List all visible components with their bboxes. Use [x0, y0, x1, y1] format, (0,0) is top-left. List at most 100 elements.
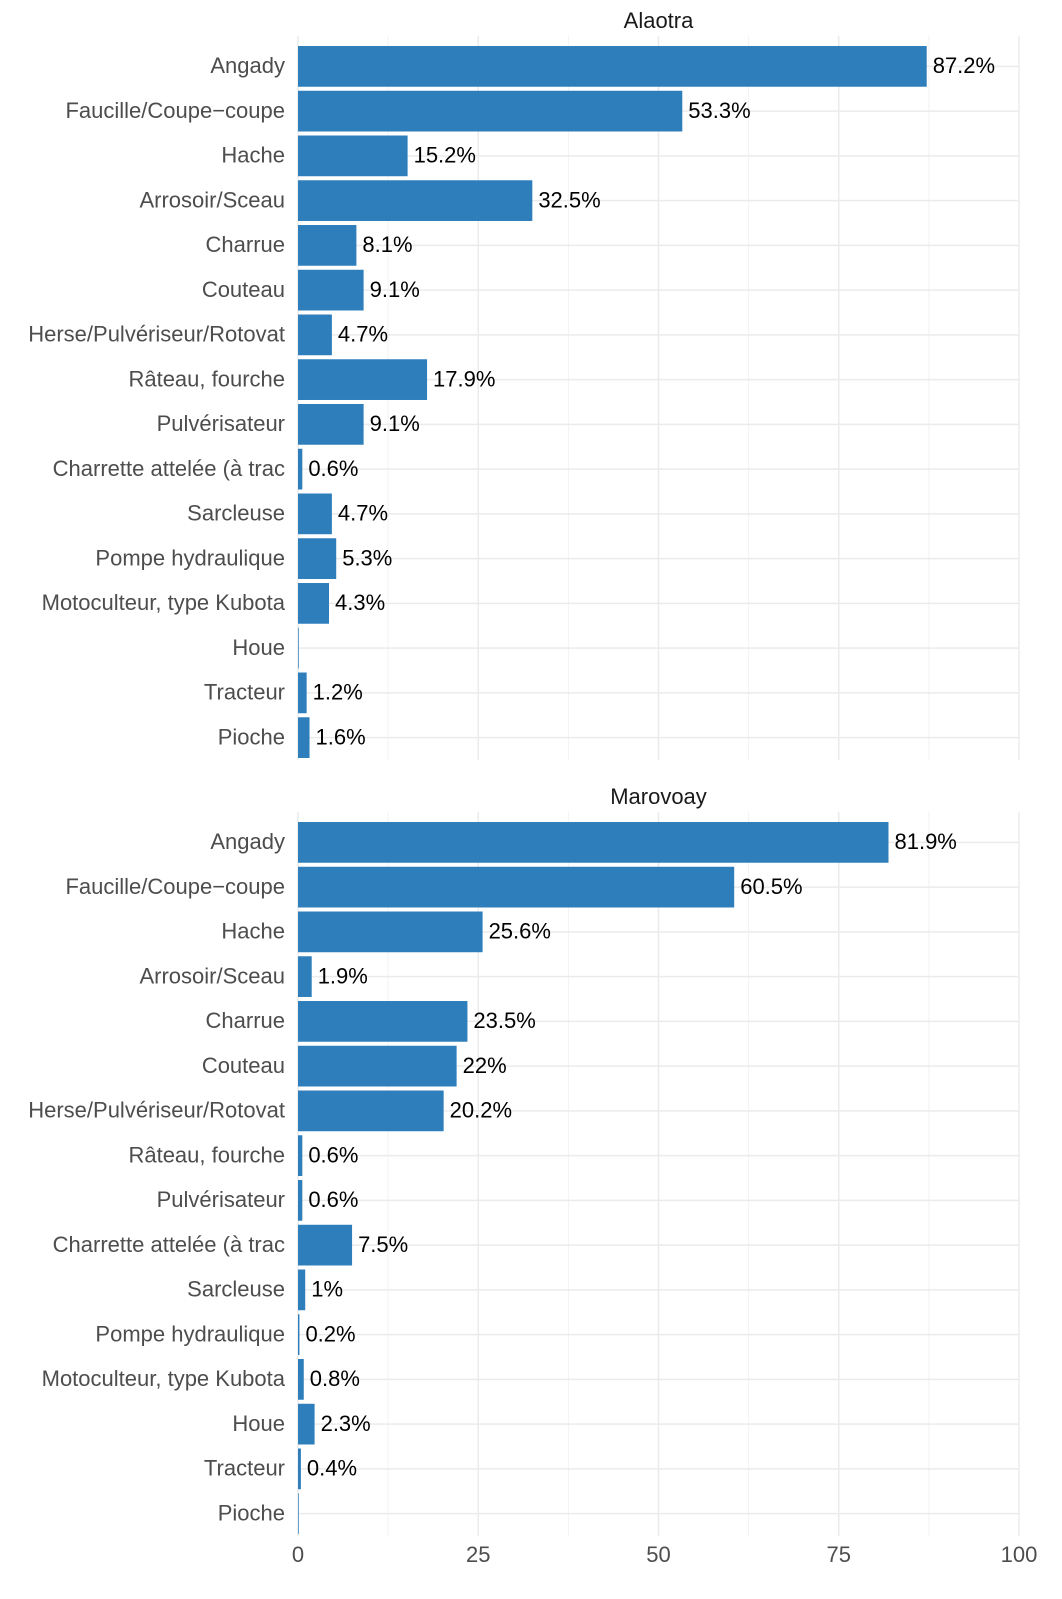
bar: [298, 1045, 457, 1087]
y-tick-label: Faucille/Coupe−coupe: [65, 874, 285, 899]
value-label: 0.6%: [308, 1187, 358, 1212]
bar: [298, 627, 299, 669]
bar: [298, 314, 332, 356]
x-tick-label: 25: [466, 1542, 490, 1567]
y-tick-label: Pioche: [218, 1500, 285, 1525]
y-tick-label: Herse/Pulvériseur/Rotovat: [28, 322, 285, 347]
bar: [298, 583, 330, 624]
x-tick-label: 75: [827, 1542, 851, 1567]
bar: [298, 822, 889, 863]
bar: [298, 359, 428, 400]
value-label: 1.6%: [316, 724, 366, 749]
x-tick-label: 50: [646, 1542, 670, 1567]
bar: [298, 90, 683, 132]
y-tick-label: Râteau, fourche: [128, 366, 285, 391]
bar: [298, 493, 332, 535]
y-tick-label: Motoculteur, type Kubota: [42, 590, 286, 615]
y-tick-label: Hache: [221, 143, 285, 168]
value-label: 15.2%: [414, 143, 476, 168]
bar: [298, 269, 364, 311]
y-tick-label: Pompe hydraulique: [95, 545, 285, 570]
x-tick-label: 100: [1001, 1542, 1038, 1567]
value-label: 7.5%: [358, 1232, 408, 1257]
value-label: 25.6%: [489, 919, 551, 944]
value-label: 0.8%: [310, 1366, 360, 1391]
y-tick-label: Pompe hydraulique: [95, 1321, 285, 1346]
bar: [298, 1224, 353, 1266]
value-label: 1%: [311, 1277, 343, 1302]
y-tick-label: Charrette attelée (à trac: [53, 456, 285, 481]
y-tick-label: Angady: [210, 53, 285, 78]
y-tick-label: Charrue: [206, 1008, 285, 1033]
y-tick-label: Tracteur: [204, 680, 285, 705]
bar: [298, 225, 357, 266]
panel-title: Marovoay: [610, 784, 707, 809]
y-tick-label: Couteau: [202, 1053, 285, 1078]
y-tick-label: Arrosoir/Sceau: [139, 963, 285, 988]
value-label: 0.2%: [305, 1321, 355, 1346]
bar: [298, 135, 408, 177]
bar: [298, 180, 533, 221]
value-label: 4.3%: [335, 590, 385, 615]
value-label: 17.9%: [433, 366, 495, 391]
bar: [298, 672, 307, 714]
y-tick-label: Herse/Pulvériseur/Rotovat: [28, 1098, 285, 1123]
value-label: 8.1%: [362, 232, 412, 257]
bar: [298, 1090, 444, 1132]
value-label: 0.6%: [308, 456, 358, 481]
value-label: 9.1%: [370, 411, 420, 436]
value-label: 4.7%: [338, 322, 388, 347]
bar: [298, 1001, 468, 1042]
bar: [298, 1493, 299, 1534]
panel-title: Alaotra: [624, 8, 694, 33]
y-tick-label: Motoculteur, type Kubota: [42, 1366, 286, 1391]
value-label: 20.2%: [450, 1098, 512, 1123]
bar: [298, 911, 483, 953]
value-label: 2.3%: [321, 1411, 371, 1436]
y-tick-label: Charrue: [206, 232, 285, 257]
bar: [298, 46, 927, 87]
y-tick-label: Houe: [232, 1411, 285, 1436]
value-label: 9.1%: [370, 277, 420, 302]
bar: [298, 956, 312, 997]
bar: [298, 1314, 300, 1355]
y-tick-label: Arrosoir/Sceau: [139, 187, 285, 212]
bar: [298, 1448, 301, 1490]
y-tick-label: Sarcleuse: [187, 501, 285, 526]
bar: [298, 448, 303, 490]
value-label: 32.5%: [538, 187, 600, 212]
value-label: 23.5%: [473, 1008, 535, 1033]
y-tick-label: Charrette attelée (à trac: [53, 1232, 285, 1257]
bar: [298, 404, 364, 445]
y-tick-label: Couteau: [202, 277, 285, 302]
y-tick-label: Sarcleuse: [187, 1277, 285, 1302]
bar: [298, 1359, 304, 1400]
bar: [298, 866, 735, 908]
y-tick-label: Tracteur: [204, 1456, 285, 1481]
value-label: 5.3%: [342, 545, 392, 570]
bar: [298, 1269, 306, 1311]
value-label: 87.2%: [933, 53, 995, 78]
y-tick-label: Angady: [210, 829, 285, 854]
value-label: 22%: [463, 1053, 507, 1078]
value-label: 0.4%: [307, 1456, 357, 1481]
value-label: 81.9%: [894, 829, 956, 854]
y-tick-label: Pulvérisateur: [157, 1187, 285, 1212]
y-tick-label: Pioche: [218, 724, 285, 749]
bar: [298, 717, 310, 758]
bar: [298, 1135, 303, 1176]
bar: [298, 1180, 303, 1221]
value-label: 0.6%: [308, 1142, 358, 1167]
y-tick-label: Houe: [232, 635, 285, 660]
bar: [298, 1403, 315, 1445]
bar: [298, 538, 337, 579]
value-label: 4.7%: [338, 501, 388, 526]
y-tick-label: Hache: [221, 919, 285, 944]
x-tick-label: 0: [292, 1542, 304, 1567]
value-label: 1.2%: [313, 680, 363, 705]
y-tick-label: Faucille/Coupe−coupe: [65, 98, 285, 123]
y-tick-label: Pulvérisateur: [157, 411, 285, 436]
value-label: 60.5%: [740, 874, 802, 899]
value-label: 53.3%: [688, 98, 750, 123]
